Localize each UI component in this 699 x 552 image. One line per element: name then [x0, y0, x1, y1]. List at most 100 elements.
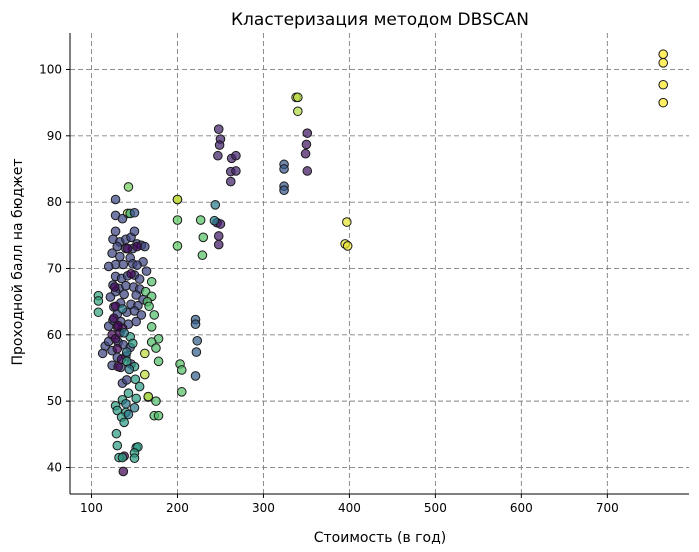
scatter-point: [121, 375, 132, 385]
scatter-point: [143, 391, 154, 402]
scatter-point: [123, 182, 134, 192]
scatter-point: [110, 226, 121, 237]
grid-lines: [70, 33, 689, 494]
scatter-point: [153, 356, 164, 367]
scatter-point: [130, 374, 141, 385]
scatter-point: [139, 369, 150, 380]
x-tick-label: 600: [510, 501, 533, 515]
scatter-point: [293, 92, 303, 103]
scatter-point: [119, 328, 129, 338]
scatter-point: [113, 320, 123, 331]
scatter-point: [93, 307, 104, 318]
scatter-point: [146, 276, 157, 287]
scatter-point: [144, 301, 154, 312]
scatter-point: [119, 289, 129, 300]
scatter-point: [129, 402, 140, 413]
scatter-point: [658, 49, 669, 60]
x-axis-label: Стоимость (в год): [314, 530, 447, 546]
scatter-point: [109, 282, 120, 292]
scatter-point: [111, 428, 122, 439]
scatter-point: [127, 338, 138, 349]
scatter-point: [121, 398, 131, 409]
scatter-point: [109, 313, 119, 324]
scatter-point: [131, 316, 141, 327]
scatter-point: [121, 347, 132, 357]
scatter-point: [214, 140, 225, 150]
scatter-point: [172, 215, 183, 225]
scatter-point: [151, 396, 161, 406]
scatter-point: [121, 356, 132, 367]
data-points: [93, 49, 669, 477]
scatter-point: [197, 250, 208, 261]
scatter-point: [342, 217, 352, 227]
scatter-point: [122, 243, 133, 254]
scatter-point: [139, 348, 150, 359]
scatter-point: [136, 310, 147, 320]
scatter-point: [190, 319, 201, 329]
scatter-point: [110, 194, 121, 205]
scatter-point: [302, 128, 313, 138]
scatter-point: [209, 215, 220, 226]
scatter-point: [176, 387, 187, 397]
scatter-point: [131, 290, 141, 300]
axes: 100 200 300 400 500 600 700 40 50 60 70 80 90 100: [39, 33, 689, 515]
scatter-point: [153, 410, 164, 421]
x-tick-label: 300: [252, 501, 275, 515]
y-tick-label: 60: [47, 328, 62, 342]
scatter-point: [118, 466, 129, 477]
scatter-point: [149, 310, 160, 320]
y-tick-label: 100: [39, 62, 62, 76]
scatter-point: [119, 417, 129, 428]
scatter-point: [117, 213, 128, 224]
y-tick-label: 80: [47, 195, 62, 209]
scatter-point: [112, 440, 123, 451]
scatter-point: [213, 124, 224, 134]
scatter-point: [231, 166, 241, 176]
scatter-point: [279, 185, 289, 196]
scatter-point: [112, 343, 123, 354]
y-tick-label: 40: [47, 460, 62, 474]
scatter-point: [105, 292, 116, 302]
x-tick-label: 500: [424, 501, 447, 515]
scatter-point: [213, 239, 224, 250]
scatter-point: [126, 268, 136, 279]
x-tick-label: 200: [166, 501, 189, 515]
scatter-point: [121, 280, 131, 291]
scatter-point: [146, 322, 157, 332]
scatter-point: [151, 343, 161, 353]
scatter-point: [210, 199, 221, 210]
scatter-point: [192, 335, 203, 346]
scatter-point: [658, 97, 669, 108]
scatter-point: [172, 194, 183, 205]
y-tick-label: 50: [47, 394, 62, 408]
x-tick-label: 400: [338, 501, 361, 515]
scatter-point: [198, 232, 209, 243]
scatter-point: [225, 176, 236, 187]
scatter-point: [658, 79, 669, 90]
scatter-point: [129, 453, 140, 463]
scatter-point: [103, 261, 114, 272]
scatter-point: [279, 164, 289, 174]
scatter-point: [191, 347, 202, 357]
scatter-point: [213, 231, 224, 241]
scatter-point: [115, 251, 125, 262]
scatter-point: [300, 148, 311, 159]
chart-title: Кластеризация методом DBSCAN: [231, 10, 529, 30]
scatter-point: [93, 296, 104, 306]
y-tick-label: 70: [47, 261, 62, 275]
scatter-point: [129, 207, 140, 218]
scatter-point: [132, 260, 142, 270]
scatter-point: [131, 393, 141, 404]
scatter-point: [132, 241, 142, 252]
scatter-point: [302, 166, 313, 176]
scatter-point: [342, 241, 353, 251]
scatter-point: [118, 259, 129, 270]
x-tick-label: 700: [596, 501, 619, 515]
x-tick-label: 100: [80, 501, 103, 515]
scatter-point: [213, 150, 223, 161]
scatter-point: [134, 381, 145, 392]
scatter-point: [141, 266, 152, 276]
scatter-point: [117, 304, 128, 314]
